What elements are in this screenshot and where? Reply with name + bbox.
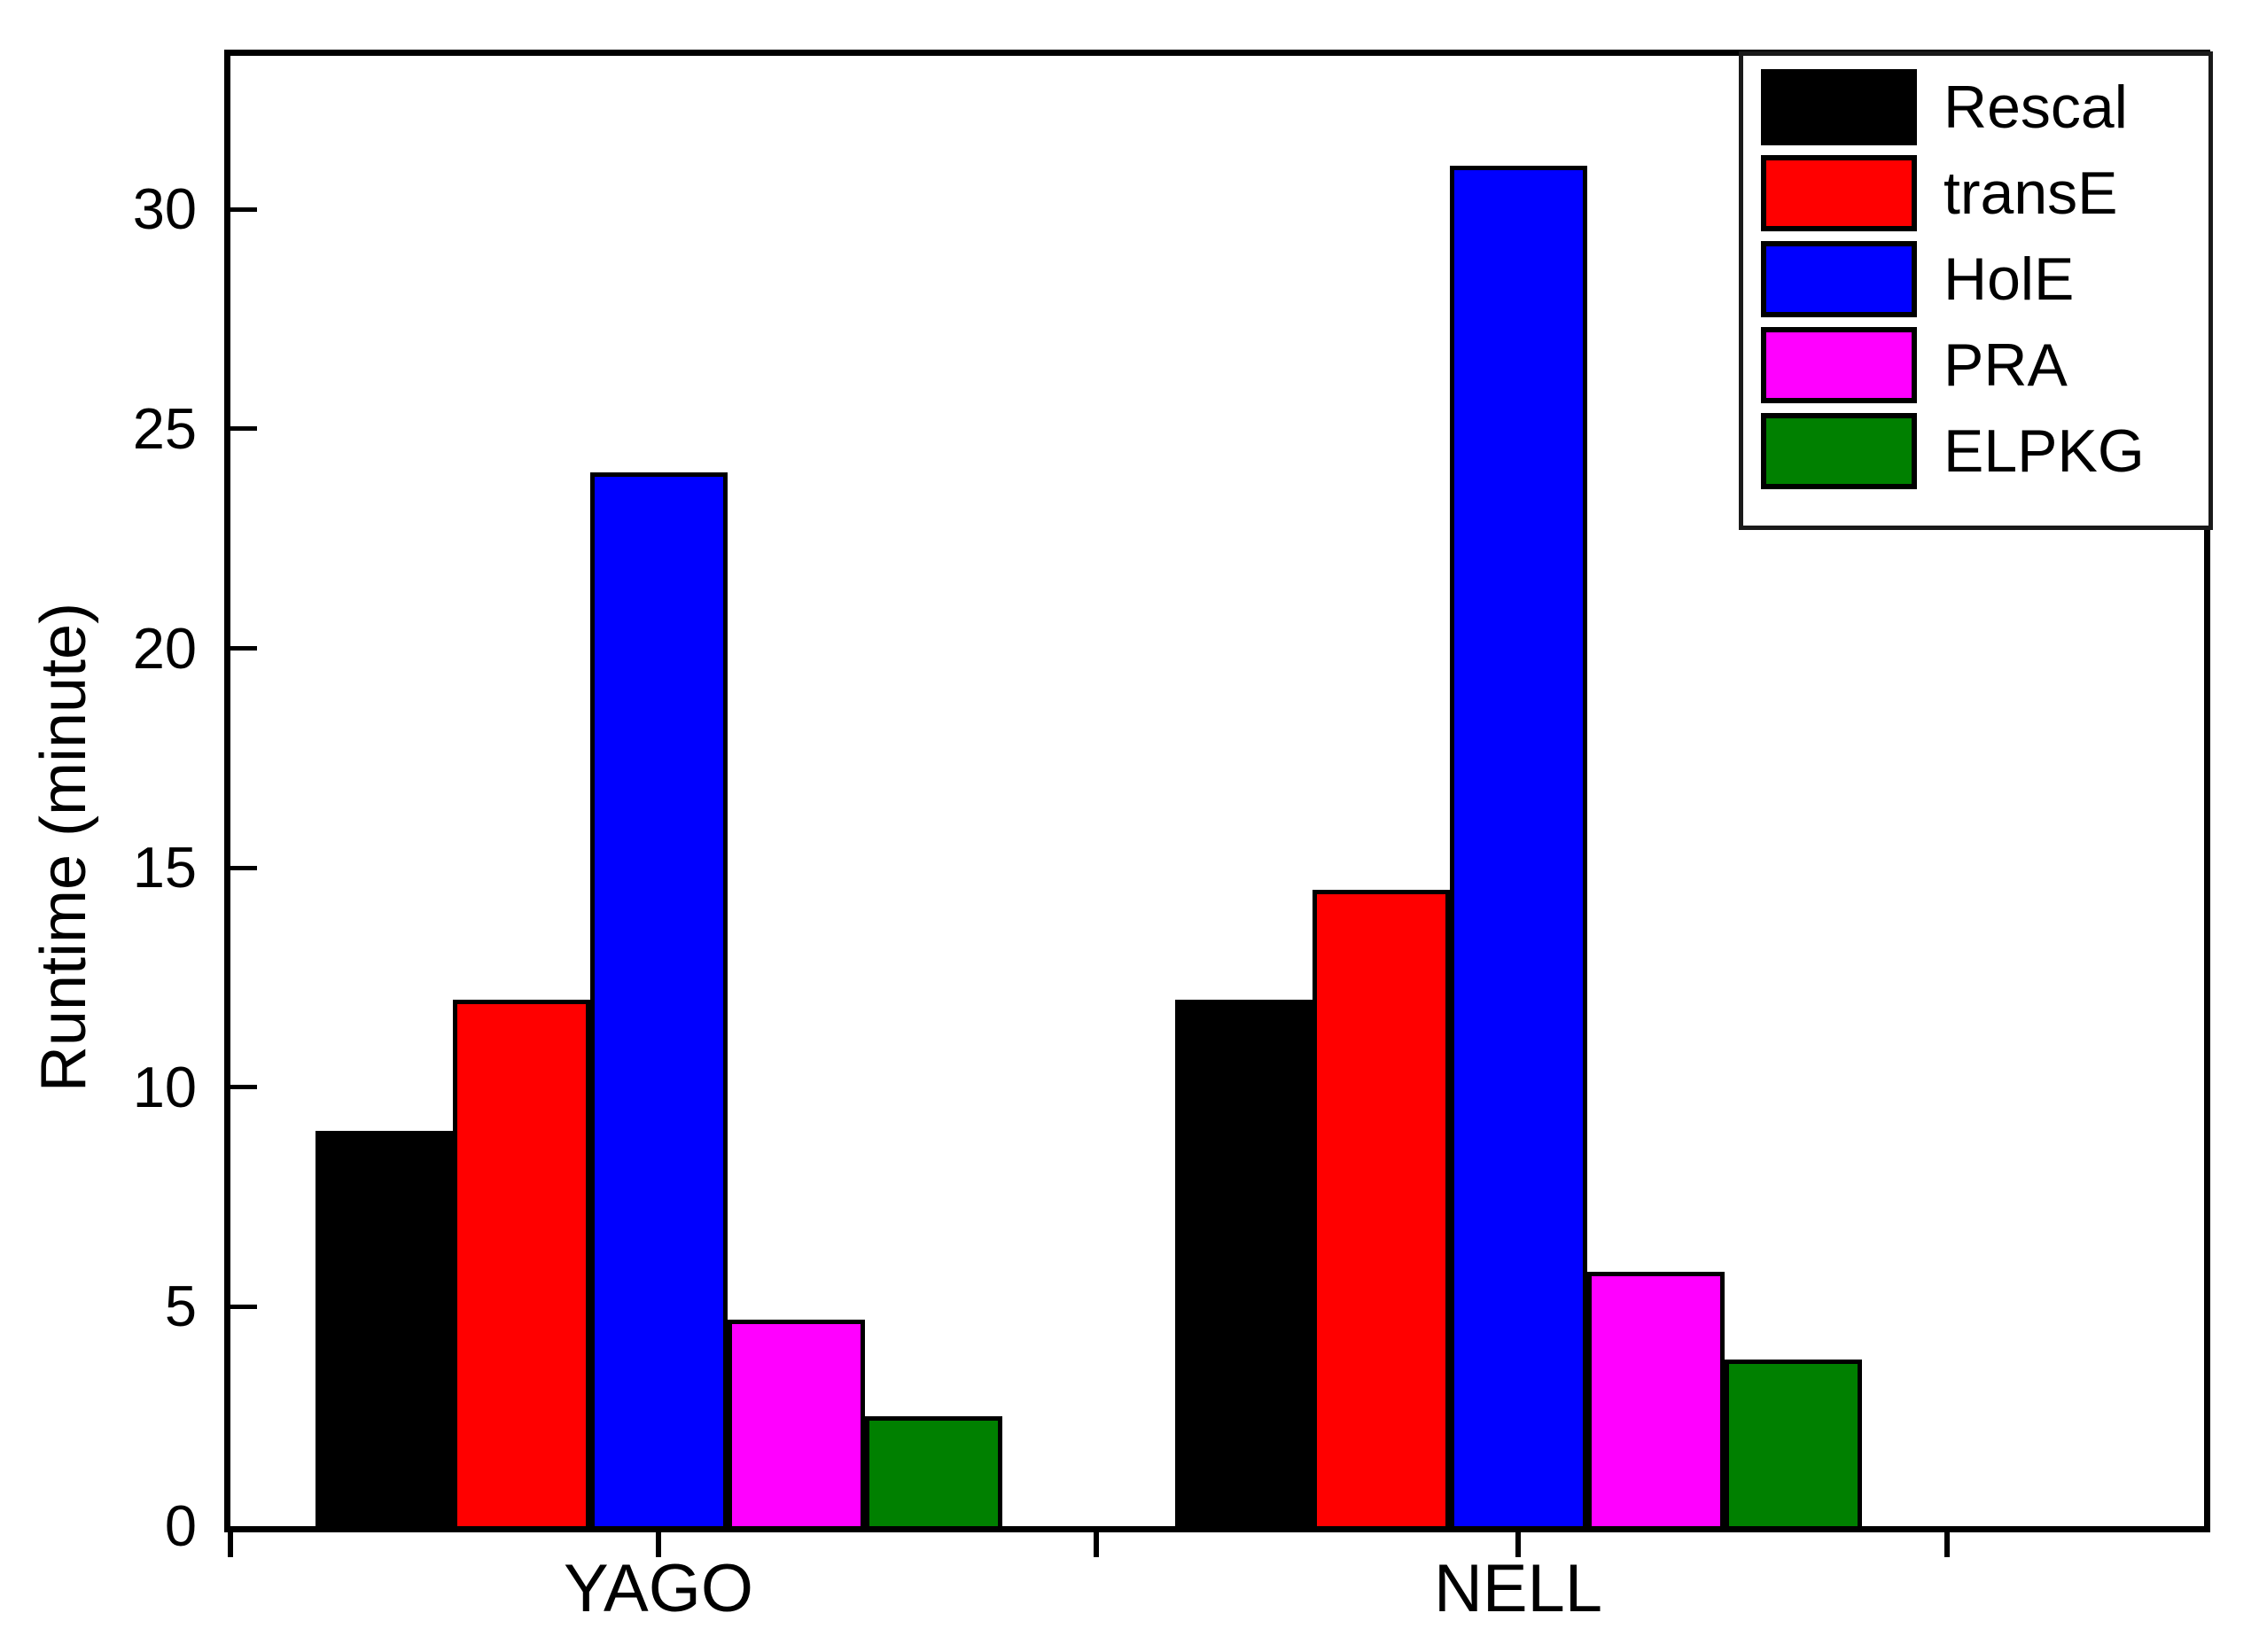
y-tick-10 [230, 1085, 257, 1090]
y-tick-label-5: 5 [164, 1274, 197, 1339]
x-tick-label-nell: NELL [1433, 1551, 1603, 1626]
bar-nell-pra [1586, 1272, 1725, 1526]
y-tick-label-15: 15 [132, 835, 197, 900]
legend-swatch-pra [1761, 327, 1917, 403]
legend-item-elpkg: ELPKG [1761, 411, 2145, 491]
legend-swatch-transe [1761, 155, 1917, 231]
x-tick-label-yago: YAGO [564, 1551, 753, 1626]
bar-nell-transe [1312, 890, 1450, 1526]
legend-swatch-rescal [1761, 69, 1917, 145]
legend-item-pra: PRA [1761, 325, 2068, 405]
y-tick-label-20: 20 [132, 615, 197, 681]
y-tick-25 [230, 426, 257, 432]
legend-item-rescal: Rescal [1761, 67, 2128, 147]
legend-label-hole: HolE [1944, 245, 2075, 313]
bar-yago-pra [727, 1320, 865, 1526]
x-minor-tick-0 [228, 1526, 233, 1557]
legend-swatch-hole [1761, 241, 1917, 317]
bar-nell-rescal [1174, 1000, 1313, 1526]
legend: Rescal transE HolE PRA ELPKG [1739, 51, 2213, 530]
bar-yago-rescal [315, 1131, 453, 1526]
y-tick-label-30: 30 [132, 176, 197, 242]
y-tick-label-25: 25 [132, 395, 197, 461]
x-minor-tick-1 [1094, 1526, 1099, 1557]
legend-item-hole: HolE [1761, 239, 2074, 319]
y-tick-20 [230, 646, 257, 651]
y-tick-5 [230, 1304, 257, 1309]
y-tick-label-10: 10 [132, 1054, 197, 1119]
bar-nell-hole [1449, 166, 1587, 1526]
y-tick-15 [230, 865, 257, 870]
legend-label-pra: PRA [1944, 331, 2068, 399]
bar-yago-transe [452, 1000, 590, 1526]
y-tick-30 [230, 206, 257, 212]
legend-label-rescal: Rescal [1944, 74, 2128, 141]
y-tick-label-0: 0 [164, 1493, 197, 1558]
x-tick-yago [656, 1526, 661, 1557]
x-minor-tick-2 [1944, 1526, 1950, 1557]
legend-label-elpkg: ELPKG [1944, 417, 2145, 485]
x-tick-nell [1515, 1526, 1521, 1557]
legend-label-transe: transE [1944, 160, 2118, 227]
bar-yago-hole [589, 472, 728, 1526]
legend-swatch-elpkg [1761, 413, 1917, 489]
bar-nell-elpkg [1724, 1360, 1862, 1526]
legend-item-transe: transE [1761, 153, 2118, 233]
bar-yago-elpkg [864, 1416, 1002, 1526]
